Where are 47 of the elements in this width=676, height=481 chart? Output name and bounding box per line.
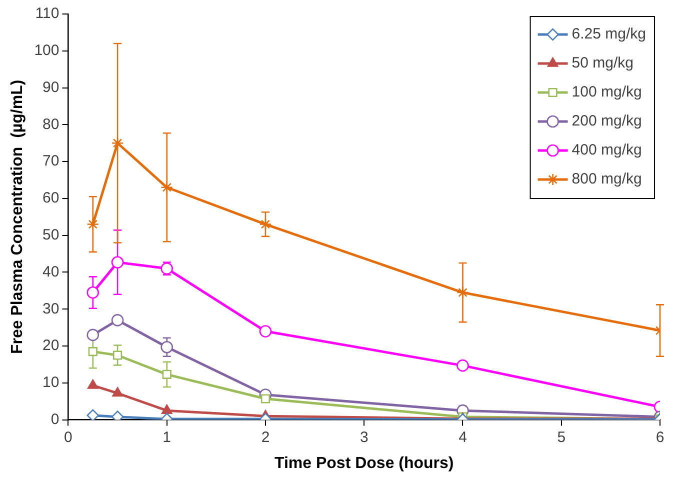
point bbox=[456, 359, 469, 372]
y-tick-label: 80 bbox=[42, 116, 60, 133]
point bbox=[113, 350, 122, 360]
point bbox=[87, 379, 98, 389]
x-tick-label: 4 bbox=[458, 428, 467, 446]
y-tick-label: 30 bbox=[42, 300, 60, 318]
point bbox=[86, 218, 100, 230]
x-tick-label: 1 bbox=[162, 428, 172, 446]
point bbox=[456, 286, 469, 299]
y-tick-label: 40 bbox=[42, 263, 60, 280]
y-tick-label: 60 bbox=[42, 190, 60, 207]
point bbox=[260, 394, 270, 404]
legend-label: 6.25 mg/kg bbox=[572, 26, 646, 43]
point bbox=[160, 181, 174, 194]
legend-label: 100 mg/kg bbox=[572, 84, 642, 101]
legend-label: 50 mg/kg bbox=[572, 54, 634, 72]
point bbox=[86, 409, 100, 420]
y-tick-label: 70 bbox=[42, 152, 60, 170]
y-tick-label: 20 bbox=[42, 337, 60, 354]
legend-label: 800 mg/kg bbox=[572, 170, 642, 188]
y-axis-title: Free Plasma Concentration (µg/mL) bbox=[9, 80, 26, 354]
point bbox=[112, 387, 123, 397]
y-tick-label: 0 bbox=[50, 410, 60, 428]
point bbox=[86, 328, 100, 342]
point bbox=[162, 370, 172, 379]
point bbox=[111, 136, 124, 150]
point bbox=[259, 218, 272, 230]
point bbox=[88, 347, 98, 356]
y-tick-label: 90 bbox=[42, 78, 60, 96]
point bbox=[161, 404, 172, 414]
y-tick-label: 10 bbox=[42, 374, 60, 392]
y-tick-label: 50 bbox=[42, 226, 60, 244]
legend-label: 400 mg/kg bbox=[572, 142, 642, 159]
point bbox=[111, 256, 124, 268]
x-axis-title: Time Post Dose (hours) bbox=[274, 454, 454, 472]
x-tick-label: 0 bbox=[64, 428, 72, 446]
x-tick-label: 6 bbox=[656, 428, 664, 446]
point bbox=[86, 286, 100, 299]
legend-label: 200 mg/kg bbox=[572, 112, 642, 130]
x-tick-label: 5 bbox=[557, 428, 566, 446]
y-tick-label: 110 bbox=[35, 5, 60, 22]
point bbox=[111, 314, 124, 326]
x-tick-label: 3 bbox=[360, 428, 368, 446]
point bbox=[259, 325, 272, 338]
x-tick-label: 2 bbox=[261, 428, 270, 446]
y-tick-label: 100 bbox=[34, 42, 60, 60]
point bbox=[160, 340, 174, 354]
